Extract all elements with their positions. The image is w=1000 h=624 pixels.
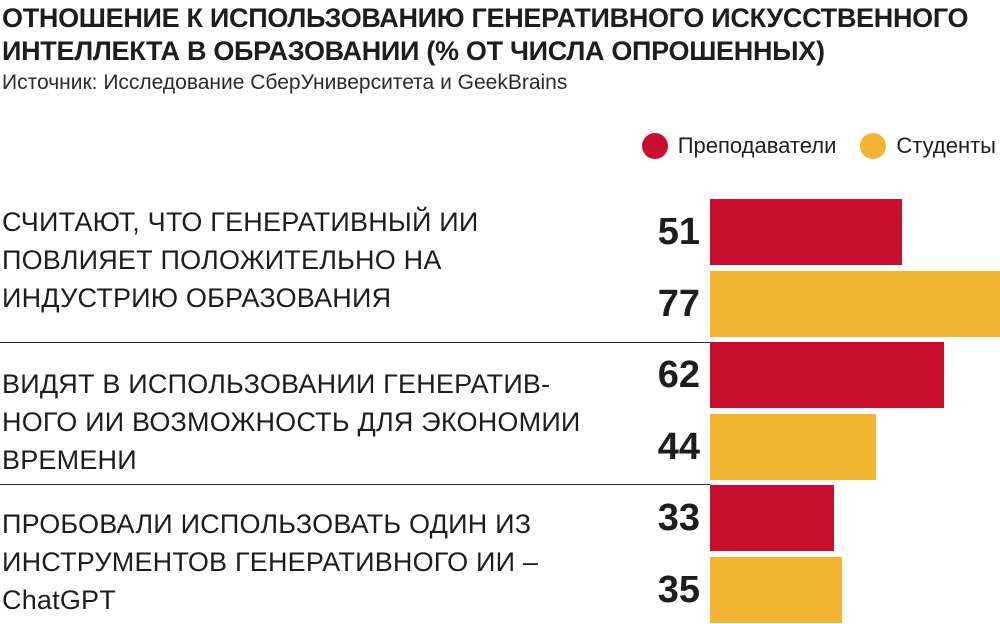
bar-students-3 <box>710 557 842 623</box>
bar-teachers-2 <box>710 342 944 408</box>
value-label-teachers-1: 51 <box>657 211 700 253</box>
legend-item-teachers: Преподаватели <box>641 133 837 159</box>
legend-label-teachers: Преподаватели <box>677 133 837 158</box>
legend-swatch-students <box>860 133 887 159</box>
legend-item-students: Студенты <box>860 133 996 159</box>
value-label-students-3: 35 <box>657 569 700 611</box>
group-divider-1 <box>0 342 710 343</box>
value-label-teachers-3: 33 <box>657 497 700 539</box>
legend-swatch-teachers <box>641 133 668 159</box>
bar-students-1 <box>710 271 1000 337</box>
bar-students-2 <box>710 414 876 480</box>
chart-title: ОТНОШЕНИЕ К ИСПОЛЬЗОВАНИЮ ГЕНЕРАТИВНОГО … <box>2 3 969 66</box>
value-label-students-1: 77 <box>657 283 700 325</box>
bar-teachers-3 <box>710 485 834 551</box>
chart-legend: Преподаватели Студенты <box>641 133 996 159</box>
category-label-save-time: ВИДЯТ В ИСПОЛЬЗОВАНИИ ГЕНЕРАТИВ-НОГО ИИ … <box>2 369 581 475</box>
chart-source: Источник: Исследование СберУниверситета … <box>2 71 568 94</box>
category-label-tried-chatgpt: ПРОБОВАЛИ ИСПОЛЬЗОВАТЬ ОДИН ИЗ ИНСТРУМЕН… <box>2 509 539 615</box>
category-label-positive-impact: СЧИТАЮТ, ЧТО ГЕНЕРАТИВНЫЙ ИИ ПОВЛИЯЕТ ПО… <box>2 207 479 313</box>
group-divider-2 <box>0 484 710 485</box>
value-label-teachers-2: 62 <box>657 354 700 396</box>
bar-teachers-1 <box>710 199 902 265</box>
legend-label-students: Студенты <box>896 133 996 158</box>
value-label-students-2: 44 <box>657 426 700 468</box>
